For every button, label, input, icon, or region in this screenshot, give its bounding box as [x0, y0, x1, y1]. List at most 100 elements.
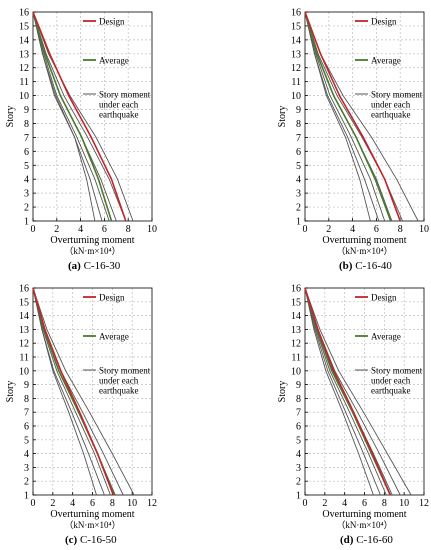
- chart-4-design-line-8: [304, 287, 392, 496]
- chart-3-earthquake-line-6: [32, 287, 135, 496]
- chart-4-y-tick-label: 9: [296, 380, 301, 391]
- chart-4-legend-label-2: Average: [371, 332, 401, 342]
- chart-4-y-tick-label: 10: [291, 366, 301, 377]
- chart-4-y-tick-label: 3: [296, 463, 301, 474]
- chart-4-y-tick-label: 1: [296, 491, 301, 502]
- chart-4-y-tick-label: 14: [291, 311, 301, 322]
- chart-4-y-tick-label: 15: [291, 297, 301, 308]
- chart-1-y-tick-label: 16: [19, 8, 29, 19]
- chart-3-y-tick-label: 11: [19, 353, 29, 364]
- caption-b: (b) C-16-40: [339, 260, 392, 272]
- chart-3-legend-label-3: Story moment: [99, 366, 151, 376]
- chart-1-x-tick-label: 0: [31, 224, 36, 235]
- chart-4-y-tick-label: 6: [296, 422, 301, 433]
- chart-2-x-tick-label: 2: [326, 224, 331, 235]
- chart-2-y-tick-label: 15: [291, 21, 301, 32]
- chart-4-x-tick-label: 0: [303, 498, 308, 509]
- chart-3-earthquake-line-2: [32, 287, 105, 496]
- chart-2-y-tick-label: 3: [296, 189, 301, 200]
- caption-b-tag: (b): [339, 260, 353, 272]
- chart-1-legend-label-1: Design: [99, 17, 125, 27]
- chart-4-earthquake-line-2: [304, 287, 381, 496]
- chart-1-legend-label-3: earthquake: [99, 110, 138, 120]
- chart-3-design-line-8: [32, 287, 115, 496]
- chart-3-x-tick-label: 12: [147, 498, 157, 509]
- chart-4-y-tick-label: 13: [291, 325, 301, 336]
- chart-2-y-tick-label: 11: [291, 77, 301, 88]
- chart-2-y-axis-label: Story: [277, 106, 288, 128]
- chart-3-x-tick-label: 0: [31, 498, 36, 509]
- chart-3-x-tick-label: 8: [110, 498, 115, 509]
- chart-1-x-tick-label: 6: [102, 224, 107, 235]
- chart-2-y-tick-label: 6: [296, 147, 301, 158]
- chart-4-x-tick-label: 12: [419, 498, 429, 509]
- chart-1-earthquake-line-3: [32, 11, 110, 222]
- chart-3-y-tick-label: 8: [24, 394, 29, 405]
- chart-1-y-tick-label: 8: [24, 119, 29, 130]
- chart-4-x-tick-label: 6: [362, 498, 367, 509]
- chart-1-legend-label-3: Story moment: [99, 90, 151, 100]
- caption-a: (a) C-16-30: [68, 260, 120, 272]
- chart-4-y-tick-label: 8: [296, 394, 301, 405]
- chart-3-legend-label-3: under each: [99, 376, 139, 386]
- chart-4-y-tick-label: 4: [296, 449, 301, 460]
- chart-2-x-tick-label: 8: [398, 224, 403, 235]
- chart-3-y-tick-label: 7: [24, 408, 29, 419]
- chart-3-x-tick-label: 4: [70, 498, 75, 509]
- caption-b-name: C-16-40: [355, 260, 392, 272]
- caption-d-name: C-16-60: [356, 534, 393, 546]
- chart-1-y-tick-label: 3: [24, 189, 29, 200]
- chart-1-y-tick-label: 12: [19, 63, 29, 74]
- chart-3-y-axis-label: Story: [5, 381, 16, 403]
- chart-2-x-axis-label: Overturning moment: [322, 235, 406, 246]
- chart-2-design-line-8: [304, 11, 401, 222]
- chart-2-y-tick-label: 14: [291, 35, 301, 46]
- chart-1-y-tick-label: 1: [24, 217, 29, 228]
- chart-1-y-tick-label: 5: [24, 161, 29, 172]
- chart-2-y-tick-label: 8: [296, 119, 301, 130]
- chart-1-y-tick-label: 11: [19, 77, 29, 88]
- chart-2-y-tick-label: 12: [291, 63, 301, 74]
- chart-2-x-axis-unit: （kN·m×10⁴）: [336, 246, 392, 256]
- chart-1-x-axis-unit: （kN·m×10⁴）: [64, 246, 120, 256]
- chart-4-earthquake-line-1: [304, 287, 374, 496]
- chart-1-y-tick-label: 4: [24, 175, 29, 186]
- chart-4-y-axis-label: Story: [277, 381, 288, 403]
- chart-2-x-tick-label: 4: [350, 224, 355, 235]
- caption-d-tag: (d): [340, 534, 354, 546]
- chart-3-y-tick-label: 9: [24, 380, 29, 391]
- caption-a-name: C-16-30: [83, 260, 121, 272]
- chart-1-y-tick-label: 2: [24, 203, 29, 214]
- chart-1-y-tick-label: 13: [19, 49, 29, 60]
- chart-1-y-tick-label: 9: [24, 105, 29, 116]
- chart-2-plot-frame: [304, 11, 425, 222]
- caption-c-tag: (c): [65, 534, 78, 546]
- chart-1-earthquake-line-5: [32, 11, 127, 222]
- chart-4-legend-label-1: Design: [371, 293, 397, 303]
- chart-3-x-tick-label: 6: [90, 498, 95, 509]
- chart-1-plot-frame: [32, 11, 153, 222]
- chart-1-x-axis-label: Overturning moment: [50, 235, 134, 246]
- chart-1-design-line-8: [32, 11, 127, 222]
- chart-2-y-tick-label: 9: [296, 105, 301, 116]
- chart-2-y-tick-label: 4: [296, 175, 301, 186]
- chart-1-x-tick-label: 8: [126, 224, 131, 235]
- chart-1-legend-label-2: Average: [99, 56, 129, 66]
- chart-3-legend-label-3: earthquake: [99, 386, 138, 396]
- chart-3-y-tick-label: 13: [19, 325, 29, 336]
- chart-1-earthquake-line-6: [32, 11, 134, 222]
- chart-1-x-tick-label: 2: [54, 224, 59, 235]
- chart-2-legend-label-3: earthquake: [371, 110, 410, 120]
- chart-2-y-tick-label: 5: [296, 161, 301, 172]
- caption-c-name: C-16-50: [79, 534, 117, 546]
- chart-1-x-tick-label: 10: [147, 224, 157, 235]
- chart-3-y-tick-label: 14: [19, 311, 29, 322]
- chart-1-x-tick-label: 4: [78, 224, 83, 235]
- chart-2-y-tick-label: 16: [291, 8, 301, 19]
- chart-3-y-tick-label: 10: [19, 366, 29, 377]
- chart-2-average-line-7: [304, 11, 392, 222]
- chart-1-y-tick-label: 15: [19, 21, 29, 32]
- chart-2-x-tick-label: 10: [419, 224, 429, 235]
- chart-4-y-tick-label: 12: [291, 339, 301, 350]
- chart-1-legend-label-3: under each: [99, 100, 139, 110]
